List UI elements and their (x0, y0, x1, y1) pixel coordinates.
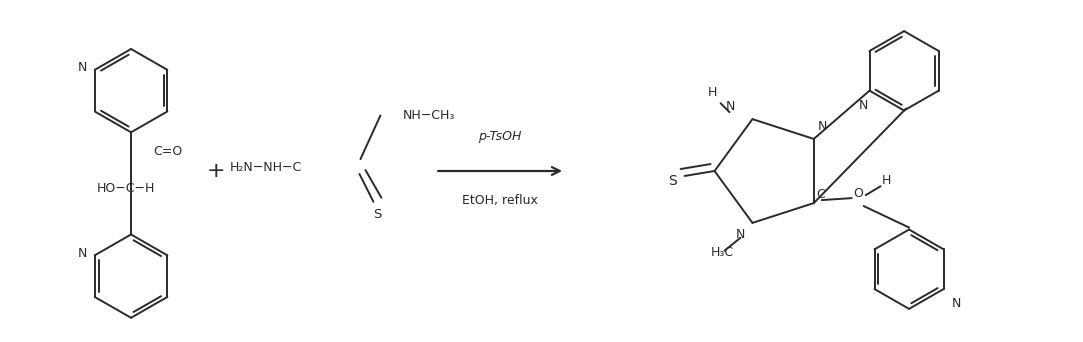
Text: N: N (818, 120, 827, 133)
Text: p-TsOH: p-TsOH (479, 130, 522, 143)
Text: C=O: C=O (153, 145, 182, 158)
Text: N: N (952, 297, 961, 310)
Text: H: H (708, 86, 717, 99)
Text: S: S (668, 174, 677, 188)
Text: O: O (853, 187, 863, 200)
Text: N: N (735, 228, 745, 241)
Text: C: C (815, 188, 824, 201)
Text: S: S (374, 208, 381, 221)
Text: N: N (726, 100, 735, 113)
Text: N: N (77, 61, 87, 74)
Text: HO−C−H: HO−C−H (96, 182, 155, 195)
Text: H₂N−NH−C: H₂N−NH−C (230, 160, 302, 173)
Text: NH−CH₃: NH−CH₃ (403, 109, 455, 122)
Text: N: N (77, 247, 87, 260)
Text: N: N (859, 98, 869, 111)
Text: H: H (882, 174, 891, 187)
Text: +: + (207, 161, 225, 181)
Text: H₃C: H₃C (710, 246, 734, 259)
Text: EtOH, reflux: EtOH, reflux (462, 194, 538, 207)
